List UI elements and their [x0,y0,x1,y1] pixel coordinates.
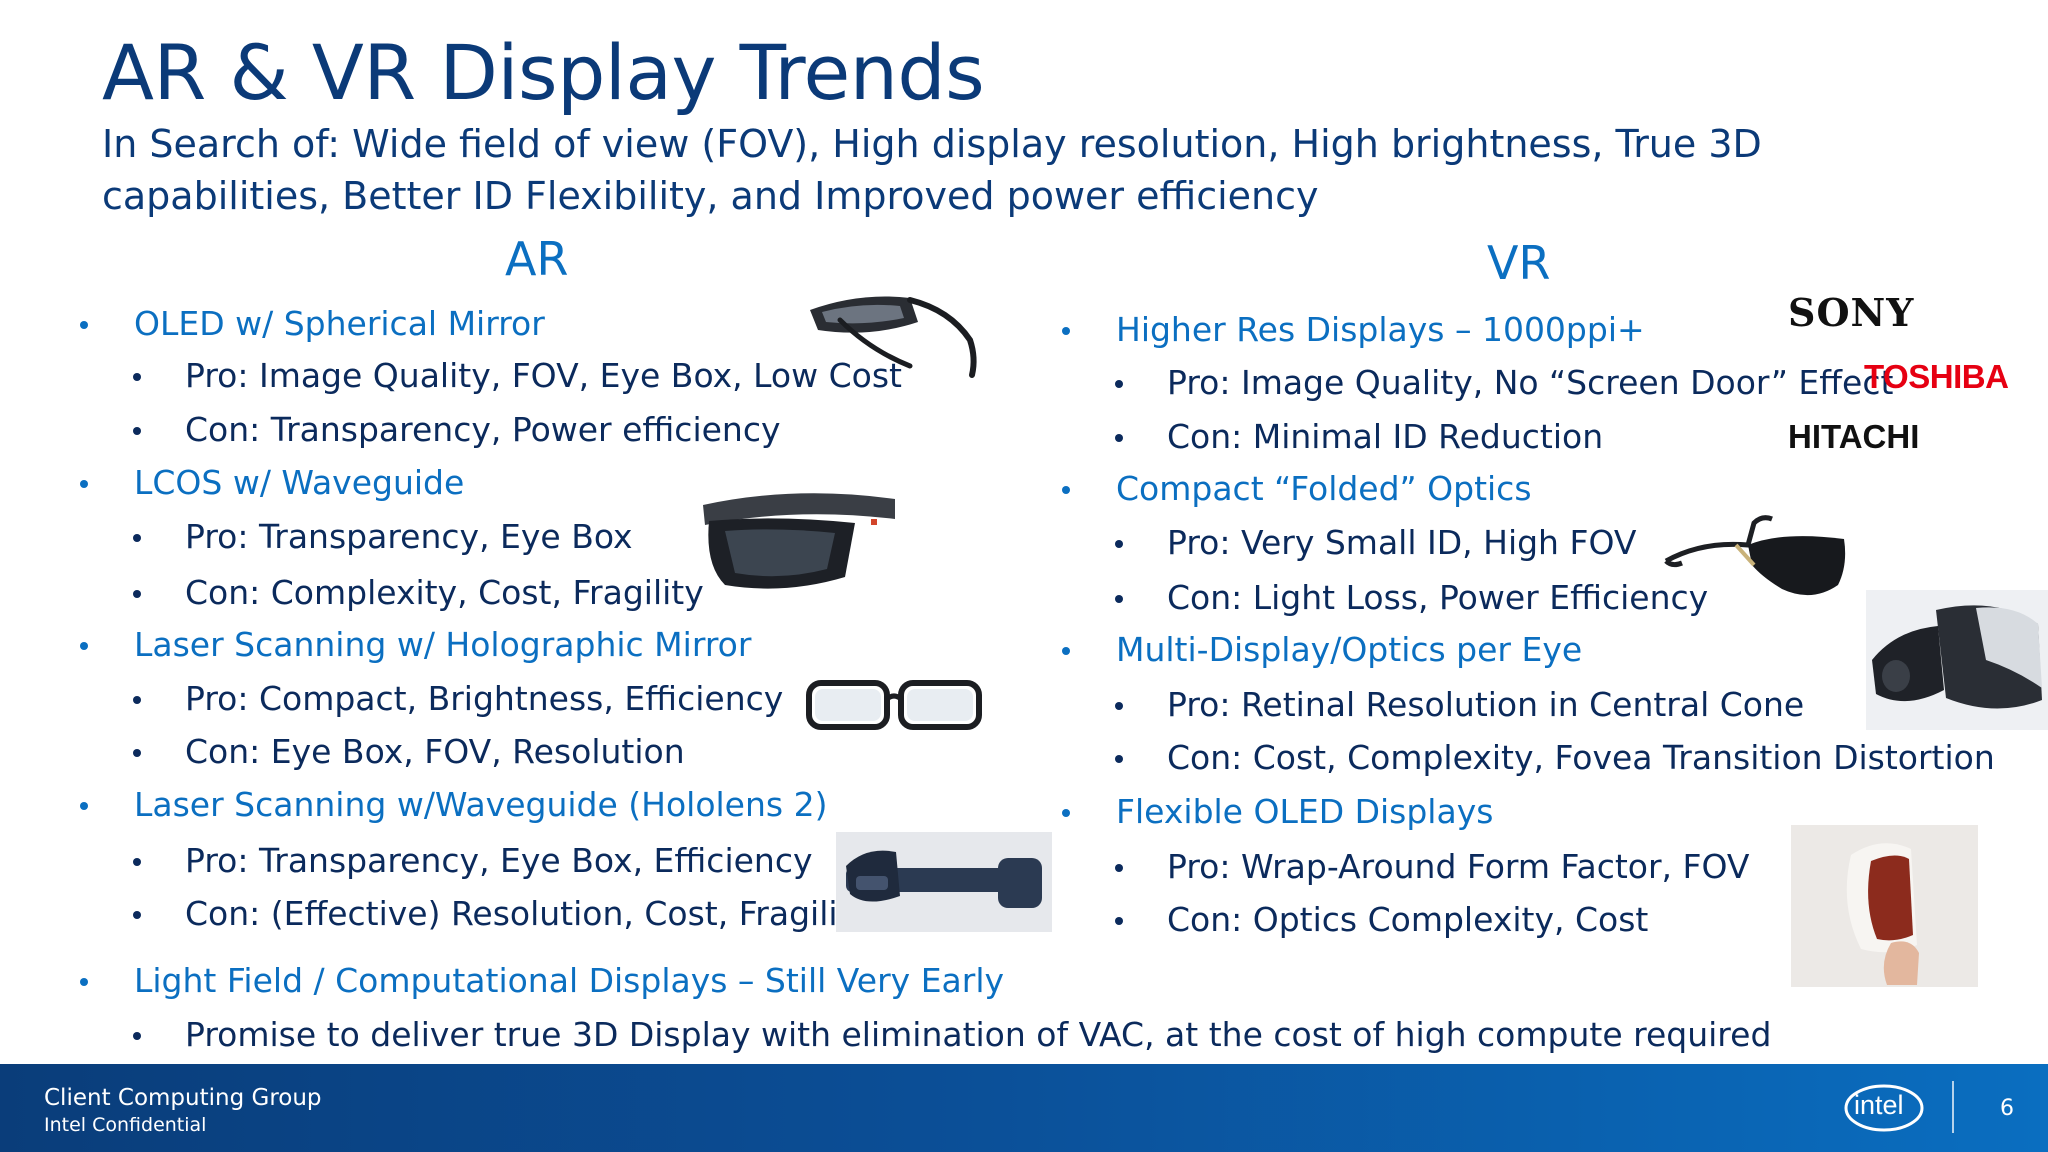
vr-heading: VR [1487,236,1551,290]
vr-item-pro: Pro: Image Quality, No “Screen Door” Eff… [1115,363,1893,403]
ar-item-con: Con: (Effective) Resolution, Cost, Fragi… [133,894,870,934]
ar-item-label: Laser Scanning w/ Holographic Mirror [80,625,751,665]
bullet-icon [80,802,88,810]
bullet-icon [1115,540,1123,548]
bullet-icon [133,696,141,704]
vr-item-con: Con: Light Loss, Power Efficiency [1115,578,1708,618]
toshiba-logo: TOSHIBA [1864,358,2009,395]
vr-item-label: Higher Res Displays – 1000ppi+ [1062,310,1645,350]
bullet-icon [1115,917,1123,925]
footer-confidential: Intel Confidential [44,1114,207,1136]
bullet-icon [1115,380,1123,388]
sony-logo: SONY [1788,290,1915,335]
bullet-icon [133,590,141,598]
ar-item-con: Con: Eye Box, FOV, Resolution [133,732,685,772]
intel-logo: intel [1842,1078,1926,1136]
ar-item-pro: Pro: Image Quality, FOV, Eye Box, Low Co… [133,356,902,396]
bullet-icon [1062,809,1070,817]
intel-swoosh-icon [1844,1084,1924,1132]
vr-item-con: Con: Minimal ID Reduction [1115,417,1603,457]
light-field-detail: Promise to deliver true 3D Display with … [133,1015,1771,1055]
hitachi-logo: HITACHI [1788,418,1920,455]
bullet-icon [133,749,141,757]
page-number: 6 [2000,1096,2014,1121]
bullet-icon [1115,702,1123,710]
vr-item-pro: Pro: Very Small ID, High FOV [1115,523,1636,563]
bullet-icon [80,321,88,329]
slide-title: AR & VR Display Trends [102,28,985,117]
vr-item-pro: Pro: Retinal Resolution in Central Cone [1115,685,1804,725]
footer-divider [1952,1081,1954,1133]
ar-item-con: Con: Transparency, Power efficiency [133,410,781,450]
bullet-icon [1062,327,1070,335]
ar-heading: AR [505,232,569,286]
bullet-icon [133,534,141,542]
bullet-icon [133,858,141,866]
flexible-oled-image [1791,825,1978,987]
bullet-icon [133,427,141,435]
ar-item-label: Laser Scanning w/Waveguide (Hololens 2) [80,785,827,825]
vr-item-label: Multi-Display/Optics per Eye [1062,630,1582,670]
vr-item-con: Con: Cost, Complexity, Fovea Transition … [1115,738,1995,778]
bullet-icon [1062,486,1070,494]
bullet-icon [1115,755,1123,763]
bullet-icon [1115,434,1123,442]
bullet-icon [133,911,141,919]
light-field-label: Light Field / Computational Displays – S… [80,961,1004,1001]
bullet-icon [80,642,88,650]
vr-item-pro: Pro: Wrap-Around Form Factor, FOV [1115,847,1749,887]
oled-glasses-image [810,296,977,378]
bullet-icon [133,373,141,381]
ar-item-pro: Pro: Transparency, Eye Box [133,517,633,557]
vr-headset-image [1866,590,2048,730]
ar-item-con: Con: Complexity, Cost, Fragility [133,573,704,613]
bullet-icon [80,978,88,986]
intel-logo-text: intel [1854,1090,1904,1120]
bullet-icon [133,1032,141,1040]
footer-bar [0,1064,2048,1152]
smart-glasses-image [806,680,982,730]
footer-group-name: Client Computing Group [44,1085,322,1111]
ar-item-pro: Pro: Transparency, Eye Box, Efficiency [133,841,813,881]
vr-item-label: Flexible OLED Displays [1062,792,1493,832]
hololens-image [703,493,895,589]
folded-optics-glasses-image [1664,515,1846,596]
vr-item-label: Compact “Folded” Optics [1062,469,1532,509]
bullet-icon [1062,647,1070,655]
ar-item-label: LCOS w/ Waveguide [80,463,464,503]
hololens2-image [836,832,1052,932]
bullet-icon [1115,864,1123,872]
ar-item-pro: Pro: Compact, Brightness, Efficiency [133,679,783,719]
vr-item-con: Con: Optics Complexity, Cost [1115,900,1648,940]
ar-item-label: OLED w/ Spherical Mirror [80,304,545,344]
bullet-icon [80,480,88,488]
bullet-icon [1115,595,1123,603]
slide-subtitle: In Search of: Wide field of view (FOV), … [102,122,1762,218]
